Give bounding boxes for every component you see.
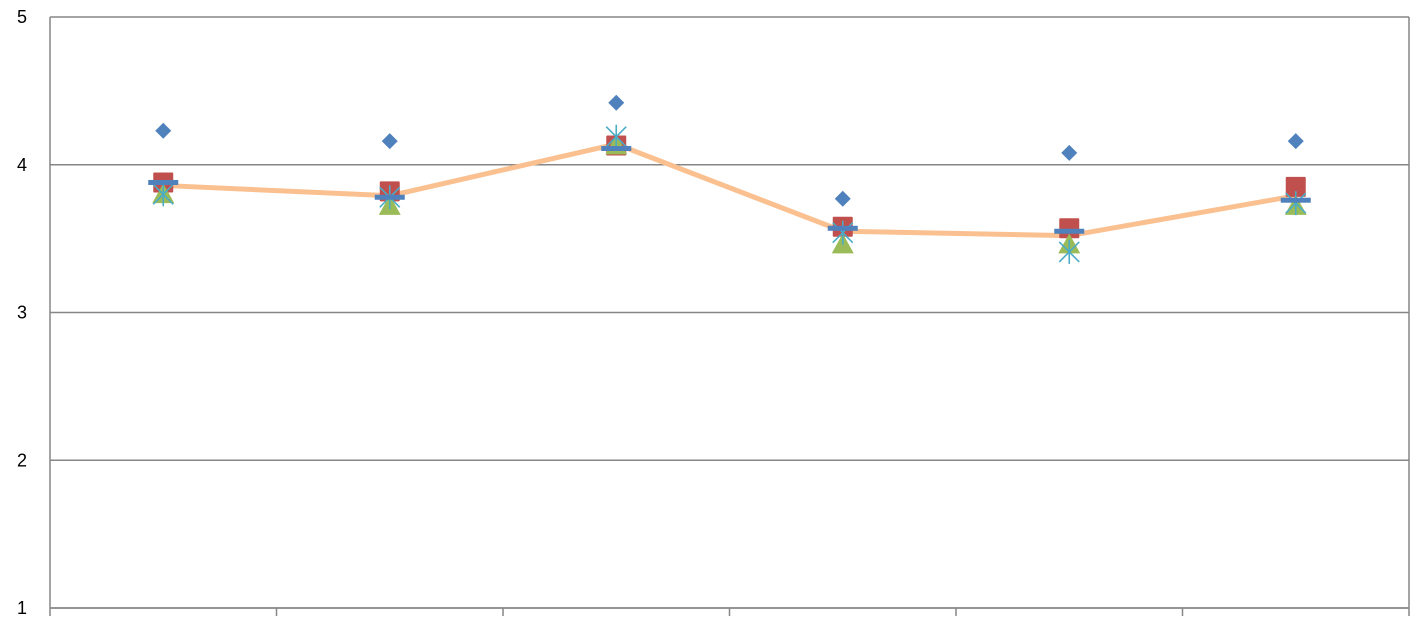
diamond-marker (1061, 144, 1078, 161)
axis-layer: 1 2 3 4 5 (17, 7, 1410, 617)
y-tick-label-4: 4 (17, 155, 27, 175)
series-layer (148, 94, 1311, 264)
y-tick-label-2: 2 (17, 450, 27, 470)
y-tick-label-3: 3 (17, 303, 27, 323)
dash-marker (374, 194, 405, 200)
diamond-marker (1287, 133, 1304, 150)
y-tick-label-5: 5 (17, 7, 27, 27)
series-1 (155, 94, 1304, 207)
dash-marker (1280, 197, 1311, 203)
square-marker (1285, 176, 1306, 197)
dash-marker (827, 225, 858, 231)
diamond-marker (834, 190, 851, 207)
series-4 (152, 124, 1307, 264)
series-5 (148, 145, 1311, 234)
series-line (160, 141, 1299, 239)
dash-marker (1054, 228, 1085, 234)
y-tick-label-1: 1 (17, 598, 27, 617)
diamond-marker (608, 94, 625, 111)
diamond-marker (381, 133, 398, 150)
diamond-marker (155, 122, 172, 139)
series-6 (160, 141, 1299, 239)
dash-marker (601, 145, 632, 151)
dash-marker (148, 179, 179, 185)
grid-layer (50, 16, 1409, 609)
